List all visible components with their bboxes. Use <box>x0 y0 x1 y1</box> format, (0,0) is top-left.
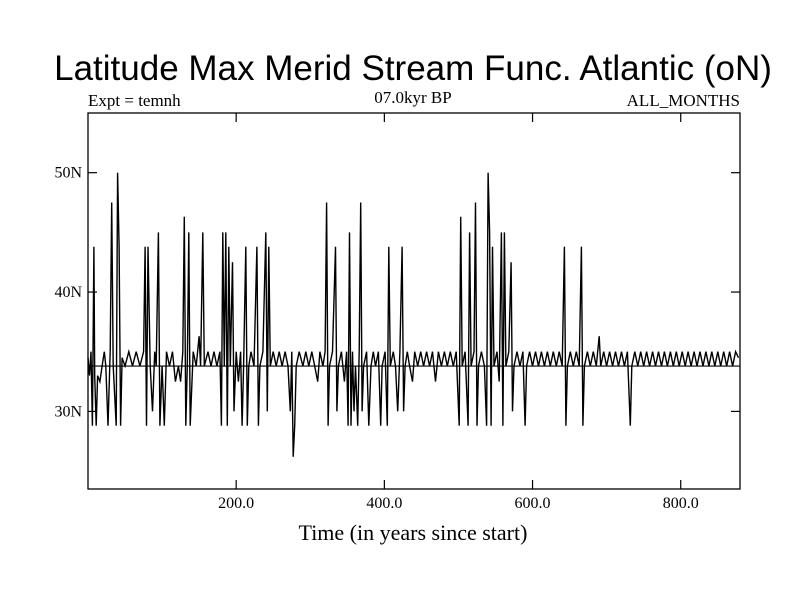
x-tick-label: 200.0 <box>218 495 254 512</box>
chart-title: Latitude Max Merid Stream Func. Atlantic… <box>54 49 772 88</box>
x-tick-label: 400.0 <box>366 495 402 512</box>
subtitle-center: 07.0kyr BP <box>374 88 451 107</box>
subtitle-left: Expt = temnh <box>88 91 181 110</box>
series-line <box>87 172 740 457</box>
plot-frame <box>87 112 741 490</box>
y-tick-label: 40N <box>54 284 82 301</box>
x-axis-label: Time (in years since start) <box>299 520 528 545</box>
subtitle-right: ALL_MONTHS <box>627 91 740 110</box>
x-tick-label: 800.0 <box>663 495 699 512</box>
y-tick-label: 50N <box>54 165 82 182</box>
axis-ticks: 200.0 400.0 600.0 800.0 30N 40N 50N <box>54 113 740 512</box>
y-tick-label: 30N <box>54 403 82 420</box>
series-group <box>87 172 740 457</box>
x-tick-label: 600.0 <box>515 495 551 512</box>
